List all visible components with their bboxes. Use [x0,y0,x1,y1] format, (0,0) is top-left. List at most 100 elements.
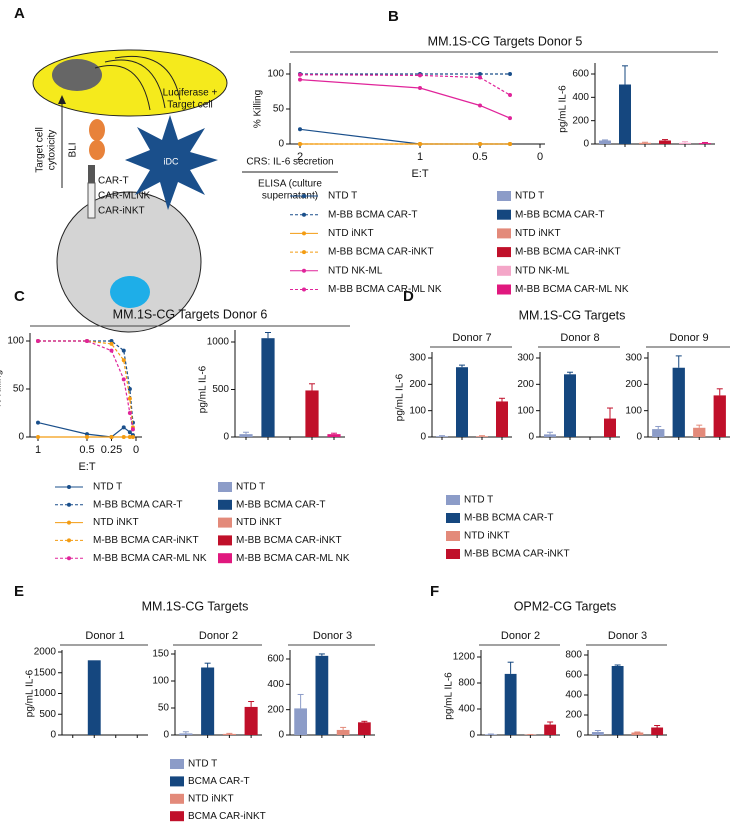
panel-a-diagram: Luciferase + Target cell CAR-T CAR-MLNK … [32,49,338,333]
bar [611,666,624,735]
legend-marker [302,268,306,273]
bar [672,367,685,437]
bar [699,143,711,144]
x-tick-label: 0 [133,444,139,456]
legend-marker [302,212,306,217]
heading: MM.1S-CG Targets [142,599,249,613]
series-line [38,340,134,428]
point [85,435,89,439]
point [121,377,126,382]
y-tick-label: 1200 [453,652,476,663]
legend-swatch [446,549,460,559]
bar [604,418,616,437]
bar [358,722,371,735]
y-axis-label: pg/mL IL-6 [444,672,455,720]
legend-swatch [170,793,184,804]
chart-title: Donor 2 [501,630,540,642]
series-line [38,340,134,430]
legend-marker [67,538,71,543]
x-tick-label: 0 [537,151,543,163]
legend-label: M-BB BCMA CAR-T [328,209,417,220]
legend-swatch [170,776,184,787]
y-tick-label: 200 [625,379,642,390]
legend-marker [302,194,306,198]
point [85,339,89,343]
y-tick-label: 0 [223,432,229,443]
legend-swatch [218,482,232,492]
y-axis-label: pg/mL IL-6 [558,85,569,133]
legend-label: M-BB BCMA CAR-T [515,209,604,220]
legend-label: M-BB BCMA CAR-T [236,499,325,510]
receptor-label: CAR-iNKT [98,206,145,217]
point [127,411,132,415]
legend-marker [302,250,306,255]
legend-swatch [170,811,184,822]
y-tick-label: 400 [458,704,475,715]
series-line [299,79,511,119]
point [109,341,114,346]
legend-label: NTD T [328,191,357,202]
point [478,142,482,146]
legend-swatch [446,495,460,505]
y-tick-label: 2000 [34,647,57,658]
legend-label: M-BB BCMA CAR-ML NK [515,284,629,295]
y-tick-label: 0 [278,139,284,150]
point [36,435,40,439]
point [121,435,126,439]
point [36,339,40,343]
y-tick-label: 600 [565,670,582,681]
y-tick-label: 500 [212,384,229,395]
car-receptor [88,165,95,183]
point [130,427,135,432]
y-tick-label: 150 [152,649,169,660]
bar [713,395,726,437]
point [508,93,512,97]
cell-label: Target cell [167,100,213,111]
bar [244,706,258,735]
y-tick-label: 200 [517,379,534,390]
antigen [89,140,105,160]
point [298,77,302,82]
y-tick-label: 0 [636,432,642,443]
legend-marker [67,556,71,561]
x-tick-label: 0.5 [79,444,94,456]
nucleus [52,59,102,91]
receptor-label: CAR-MLNK [98,191,151,202]
x-tick-label: 1 [417,151,423,163]
effector-cell [56,191,202,333]
y-tick-label: 500 [39,709,56,720]
legend-label: NTD NK-ML [328,265,383,276]
legend-label: NTD T [93,482,122,493]
point [298,142,302,146]
chart-title: Donor 7 [452,332,491,344]
y-axis-label: pg/mL IL-6 [25,669,36,717]
bar [504,673,517,735]
y-tick-label: 0 [528,432,534,443]
x-tick-label: 0.25 [101,444,122,456]
legend-label: M-BB BCMA CAR-iNKT [328,247,434,258]
point [418,86,422,90]
panel-label: E [14,583,24,600]
y-tick-label: 0 [18,432,24,443]
bar [336,729,350,735]
legend-marker [302,231,306,236]
y-tick-label: 50 [13,384,25,395]
bar [179,733,193,735]
bar [659,140,671,144]
legend-label: M-BB BCMA CAR-T [93,499,182,510]
bar [651,727,664,735]
legend-label: NTD iNKT [188,793,234,804]
y-tick-label: 100 [152,676,169,687]
y-tick-label: 300 [625,353,642,364]
y-axis-label: % Killing [0,370,4,408]
legend-swatch [218,553,232,564]
readout-label: cytoxicity [47,130,58,171]
legend-label: NTD T [236,482,265,493]
heading: MM.1S-CG Targets Donor 6 [113,307,268,321]
point [298,72,302,77]
y-tick-label: 800 [565,650,582,661]
legend-swatch [170,759,184,769]
y-tick-label: 200 [572,115,589,126]
y-tick-label: 400 [267,679,284,690]
bar [201,667,215,735]
